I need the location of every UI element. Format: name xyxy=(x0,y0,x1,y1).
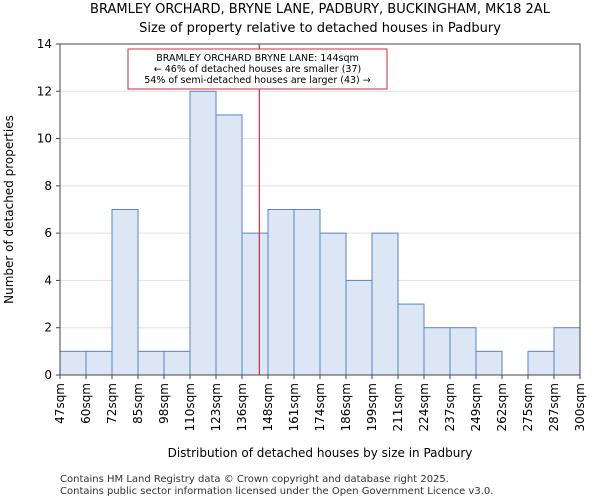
x-axis-label: Distribution of detached houses by size … xyxy=(168,446,473,460)
x-tick-label: 85sqm xyxy=(131,383,145,424)
footer-line-1: Contains HM Land Registry data © Crown c… xyxy=(60,474,449,485)
chart-title: BRAMLEY ORCHARD, BRYNE LANE, PADBURY, BU… xyxy=(90,2,551,17)
x-tick-label: 237sqm xyxy=(443,383,457,431)
bar-275sqm xyxy=(527,350,555,376)
y-tick-label: 12 xyxy=(37,84,52,98)
y-tick-label: 4 xyxy=(44,273,52,287)
bar-161sqm xyxy=(293,209,321,376)
x-tick-label: 148sqm xyxy=(261,383,275,431)
bar-174sqm xyxy=(319,232,347,376)
y-tick-label: 14 xyxy=(37,37,52,51)
bar-47sqm xyxy=(59,350,87,376)
x-tick-label: 300sqm xyxy=(573,383,587,431)
x-tick-label: 72sqm xyxy=(105,383,119,424)
bars xyxy=(59,90,581,376)
bar-249sqm xyxy=(475,350,503,376)
bar-72sqm xyxy=(111,209,139,376)
x-axis-ticks: 47sqm 60sqm 72sqm 85sqm 98sqm 110sqm 123sqm 136… xyxy=(53,375,587,431)
bar-186sqm xyxy=(345,279,373,376)
bar-199sqm xyxy=(371,232,399,376)
y-tick-label: 6 xyxy=(44,226,52,240)
bar-110sqm xyxy=(189,90,217,376)
annotation-line-3: 54% of semi-detached houses are larger (… xyxy=(144,75,371,86)
y-tick-label: 0 xyxy=(44,368,52,382)
x-tick-label: 123sqm xyxy=(209,383,223,431)
bar-148sqm xyxy=(267,209,295,376)
x-tick-label: 249sqm xyxy=(469,383,483,431)
bar-85sqm xyxy=(137,350,165,376)
x-tick-label: 98sqm xyxy=(157,383,171,424)
x-tick-label: 224sqm xyxy=(417,383,431,431)
annotation-line-1: BRAMLEY ORCHARD BRYNE LANE: 144sqm xyxy=(156,53,359,64)
x-tick-label: 174sqm xyxy=(313,383,327,431)
x-tick-label: 262sqm xyxy=(495,383,509,431)
x-tick-label: 110sqm xyxy=(183,383,197,431)
bar-123sqm xyxy=(215,114,243,376)
x-tick-label: 186sqm xyxy=(339,383,353,431)
x-tick-label: 275sqm xyxy=(521,383,535,431)
annotation-box xyxy=(127,48,388,90)
x-tick-label: 211sqm xyxy=(391,383,405,431)
bar-237sqm xyxy=(449,327,477,376)
x-tick-label: 287sqm xyxy=(547,383,561,431)
bar-211sqm xyxy=(397,303,425,376)
bar-224sqm xyxy=(423,327,451,376)
y-tick-label: 8 xyxy=(44,179,52,193)
x-tick-label: 47sqm xyxy=(53,383,67,424)
y-tick-label: 2 xyxy=(44,321,52,335)
footer-line-2: Contains public sector information licen… xyxy=(60,486,493,497)
x-tick-label: 60sqm xyxy=(79,383,93,424)
bar-287sqm xyxy=(553,327,581,376)
bar-98sqm xyxy=(163,350,191,376)
chart-subtitle: Size of property relative to detached ho… xyxy=(139,21,501,36)
annotation-line-2: ← 46% of detached houses are smaller (37… xyxy=(154,64,361,75)
x-tick-label: 136sqm xyxy=(235,383,249,431)
bar-136sqm xyxy=(241,232,269,376)
bar-60sqm xyxy=(85,350,113,376)
x-tick-label: 199sqm xyxy=(365,383,379,431)
y-axis-label: Number of detached properties xyxy=(2,115,16,304)
y-tick-label: 10 xyxy=(37,132,52,146)
y-axis-ticks: 0 2 4 6 8 10 12 14 xyxy=(37,37,60,382)
x-tick-label: 161sqm xyxy=(287,383,301,431)
